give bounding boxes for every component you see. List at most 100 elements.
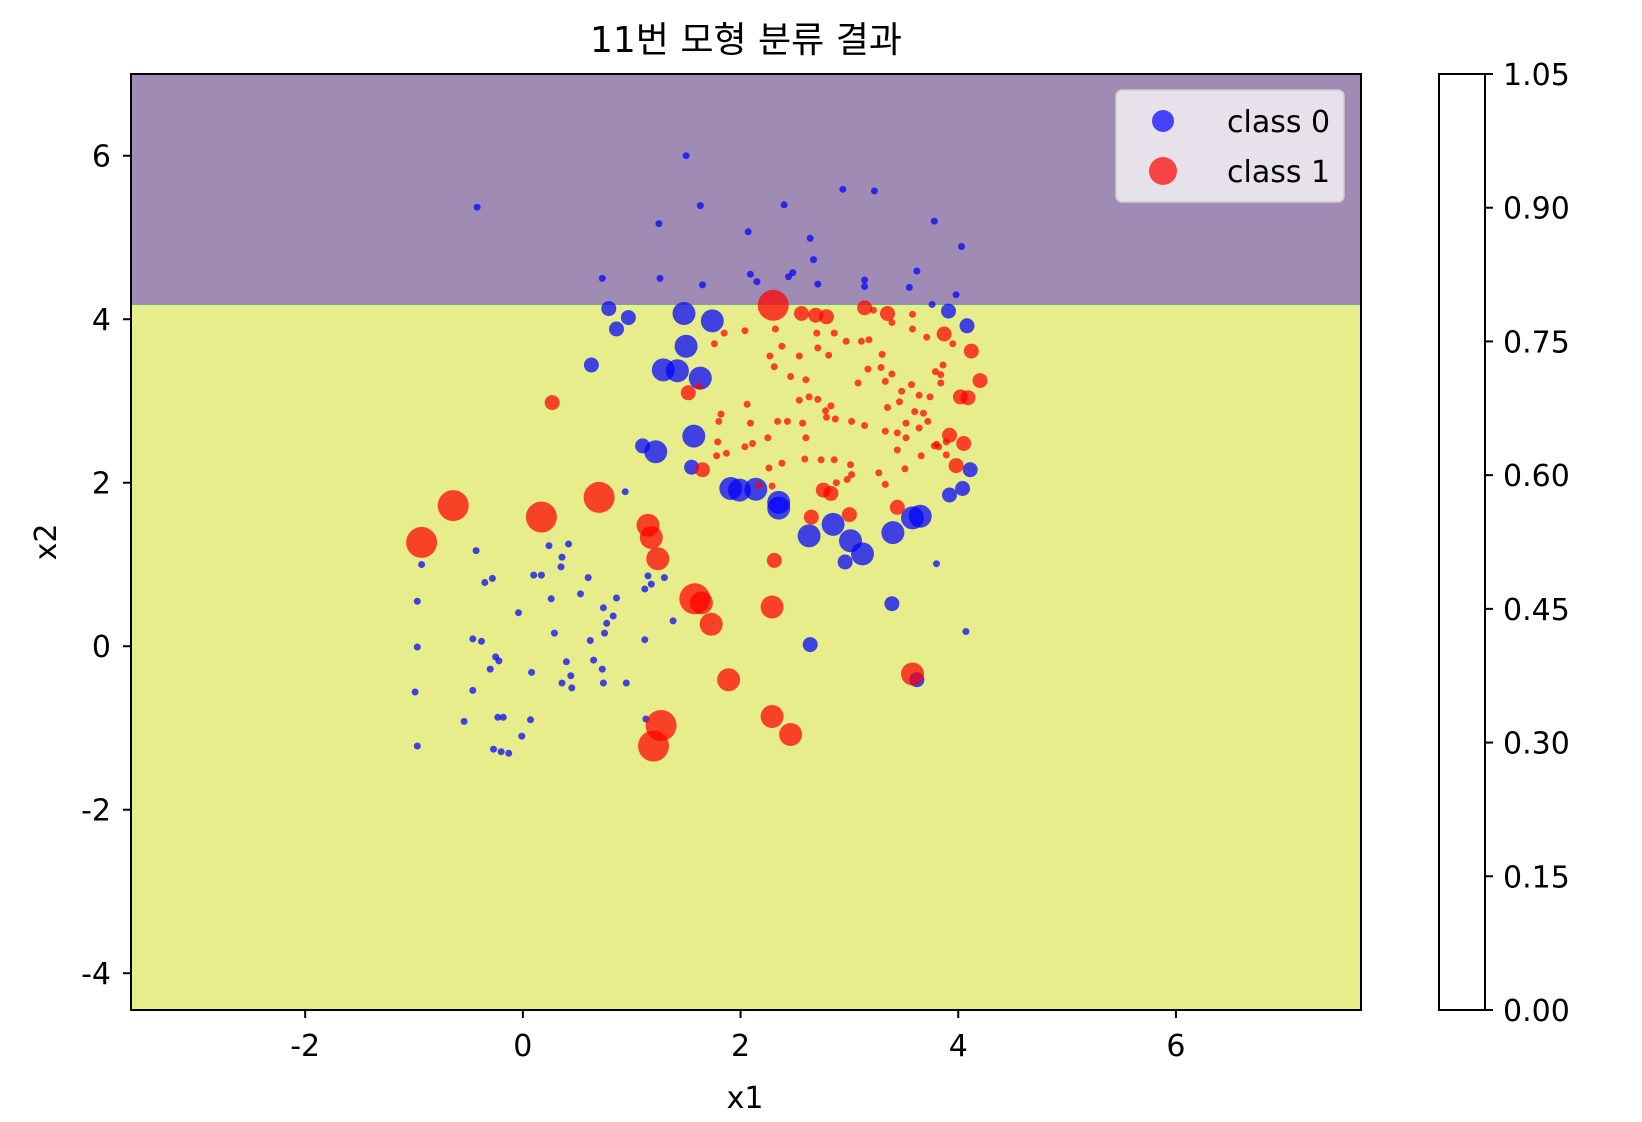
point-class-1-125 [760, 595, 784, 619]
point-class-0-112 [518, 732, 526, 740]
point-class-0-23 [814, 280, 822, 288]
point-class-1-27 [795, 352, 803, 360]
point-class-0-85 [413, 597, 421, 605]
point-class-0-50 [837, 554, 853, 570]
point-class-0-10 [870, 187, 878, 195]
point-class-1-53 [915, 424, 923, 432]
point-class-1-22 [778, 342, 786, 350]
point-class-1-55 [893, 429, 901, 437]
point-class-1-103 [948, 458, 964, 474]
point-class-0-96 [495, 657, 503, 665]
point-class-0-7 [806, 234, 814, 242]
point-class-1-112 [768, 482, 776, 490]
point-class-1-19 [936, 326, 952, 342]
point-class-1-131 [901, 662, 924, 686]
point-class-1-124 [766, 552, 782, 568]
point-class-1-39 [915, 391, 923, 399]
point-class-0-92 [469, 635, 477, 643]
point-class-1-126 [717, 668, 741, 692]
point-class-1-68 [774, 417, 782, 425]
point-class-1-32 [854, 379, 862, 387]
point-class-1-85 [830, 456, 838, 464]
point-class-0-52 [881, 521, 905, 545]
point-class-1-38 [908, 381, 915, 389]
point-class-1-28 [802, 376, 810, 384]
point-class-0-34 [674, 334, 698, 358]
point-class-1-92 [875, 469, 883, 477]
point-class-1-87 [848, 471, 856, 479]
point-class-1-66 [795, 396, 803, 404]
point-class-1-105 [695, 462, 710, 478]
point-class-0-31 [941, 303, 956, 319]
x-tick-label: -2 [290, 1029, 320, 1064]
point-class-0-20 [746, 270, 754, 278]
point-class-1-86 [847, 461, 854, 469]
point-class-1-77 [764, 434, 772, 442]
point-class-0-40 [644, 440, 668, 464]
point-class-0-44 [744, 477, 768, 501]
point-class-0-15 [861, 283, 869, 290]
point-class-0-103 [558, 679, 566, 687]
point-class-1-116 [525, 501, 557, 533]
point-class-1-81 [765, 464, 773, 472]
point-class-0-37 [688, 366, 712, 390]
point-class-1-50 [911, 408, 919, 416]
x-tick-label: 6 [1166, 1029, 1185, 1064]
y-tick-label: 2 [92, 467, 111, 502]
point-class-1-109 [889, 499, 905, 515]
point-class-1-93 [881, 480, 889, 488]
point-class-0-98 [528, 668, 536, 676]
point-class-0-17 [952, 291, 960, 299]
point-class-0-73 [557, 563, 565, 571]
point-class-1-6 [830, 329, 838, 337]
point-class-0-63 [621, 488, 629, 496]
scatter-points [406, 152, 988, 762]
point-class-1-11 [878, 350, 886, 358]
colorbar-tick-label: 0.00 [1503, 994, 1570, 1029]
point-class-1-101 [942, 427, 957, 443]
y-tick-label: 6 [92, 140, 111, 175]
point-class-0-68 [530, 571, 538, 579]
point-class-1-94 [901, 465, 909, 473]
point-class-1-59 [848, 417, 856, 425]
point-class-1-5 [813, 329, 821, 337]
point-class-1-119 [639, 526, 663, 549]
point-class-0-33 [583, 357, 599, 373]
y-axis-label: x2 [29, 524, 64, 561]
point-class-1-61 [823, 413, 830, 421]
point-class-0-89 [601, 629, 608, 637]
point-class-0-32 [959, 318, 975, 334]
point-class-1-76 [802, 434, 810, 442]
colorbar-tick-label: 0.90 [1503, 192, 1570, 227]
point-class-0-3 [655, 220, 663, 228]
point-class-1-114 [406, 526, 438, 558]
legend-label-class-1: class 1 [1227, 155, 1330, 190]
point-class-0-110 [499, 713, 507, 721]
point-class-0-27 [620, 310, 636, 326]
point-class-0-58 [884, 596, 900, 612]
point-class-1-36 [881, 377, 889, 385]
point-class-1-104 [942, 451, 950, 459]
x-tick-label: 0 [513, 1029, 532, 1064]
point-class-0-54 [908, 504, 932, 528]
plot-frame [130, 73, 1362, 1011]
point-class-0-97 [486, 665, 494, 673]
point-class-1-111 [803, 509, 819, 525]
point-class-1-83 [801, 455, 809, 463]
point-class-1-123 [699, 612, 723, 636]
point-class-1-41 [937, 379, 945, 387]
point-class-1-0 [757, 289, 789, 321]
point-class-0-9 [839, 185, 847, 193]
point-class-1-62 [822, 407, 829, 415]
point-class-1-47 [960, 390, 976, 406]
point-class-0-14 [861, 276, 869, 284]
point-class-0-25 [598, 274, 606, 282]
point-class-1-48 [884, 404, 891, 411]
point-class-0-48 [821, 512, 845, 536]
colorbar-tick-label: 0.45 [1503, 593, 1570, 628]
point-class-1-21 [963, 343, 979, 359]
x-axis-label: x1 [727, 1081, 764, 1116]
legend-marker-class-0 [1152, 110, 1174, 132]
point-class-0-26 [601, 301, 617, 317]
